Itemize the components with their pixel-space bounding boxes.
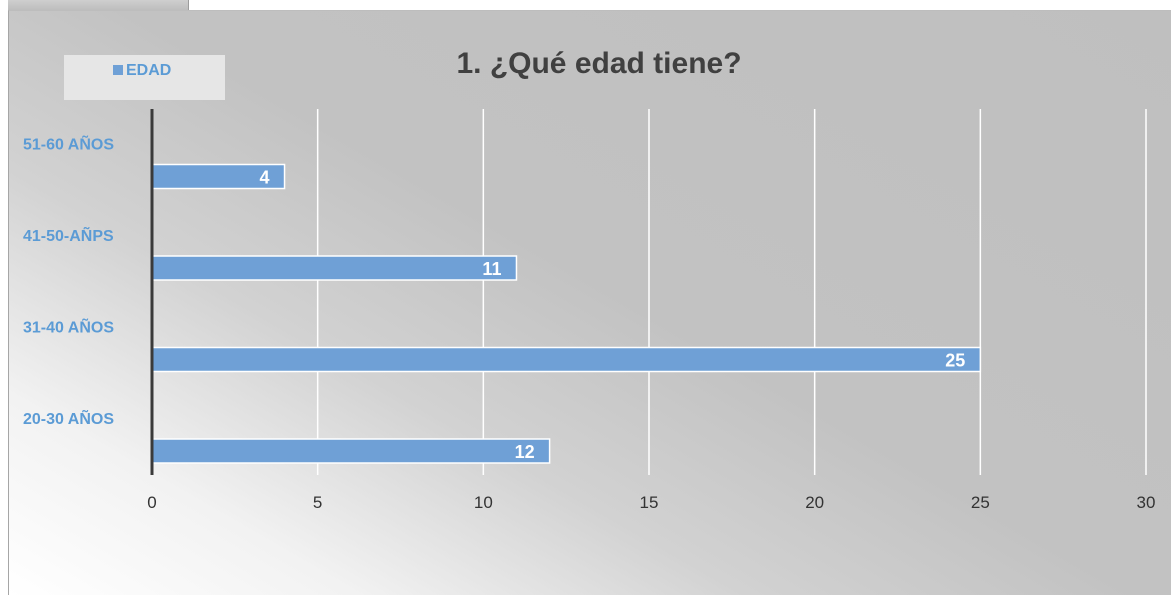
gridlines <box>316 109 1147 475</box>
bar-3 <box>151 438 551 464</box>
category-label-2: 31-40 AÑOS <box>23 317 114 337</box>
x-tick-label-30: 30 <box>1137 493 1156 512</box>
legend-swatch-edad <box>113 65 123 75</box>
category-label-0: 51-60 AÑOS <box>23 134 114 154</box>
data-label-3: 12 <box>515 442 535 462</box>
data-label-2: 25 <box>945 351 965 371</box>
bar-1 <box>151 255 518 281</box>
x-tick-label-10: 10 <box>474 493 493 512</box>
axes: 0 5 10 15 20 25 30 51-60 AÑOS 41-50-AÑPS 31-40 AÑ… <box>23 109 1155 512</box>
x-tick-label-0: 0 <box>147 493 156 512</box>
category-label-3: 20-30 AÑOS <box>23 408 114 428</box>
legend: EDAD <box>64 55 225 100</box>
legend-box <box>64 55 225 100</box>
legend-label-edad: EDAD <box>126 62 171 79</box>
x-tick-label-15: 15 <box>640 493 659 512</box>
bar-2 <box>151 346 982 373</box>
chart-area: 4 11 25 12 0 5 10 15 20 25 30 51-60 AÑOS 41-50-AÑPS… <box>8 10 1171 595</box>
x-tick-label-20: 20 <box>805 493 824 512</box>
category-label-1: 41-50-AÑPS <box>23 225 114 245</box>
chart-title: 1. ¿Qué edad tiene? <box>456 47 741 80</box>
bars: 4 11 25 12 <box>151 163 982 464</box>
data-label-0: 4 <box>260 168 270 188</box>
x-tick-label-5: 5 <box>313 493 322 512</box>
data-label-1: 11 <box>482 259 501 279</box>
bar-chart: 4 11 25 12 0 5 10 15 20 25 30 51-60 AÑOS 41-50-AÑPS… <box>23 47 1155 512</box>
x-tick-label-25: 25 <box>971 493 990 512</box>
